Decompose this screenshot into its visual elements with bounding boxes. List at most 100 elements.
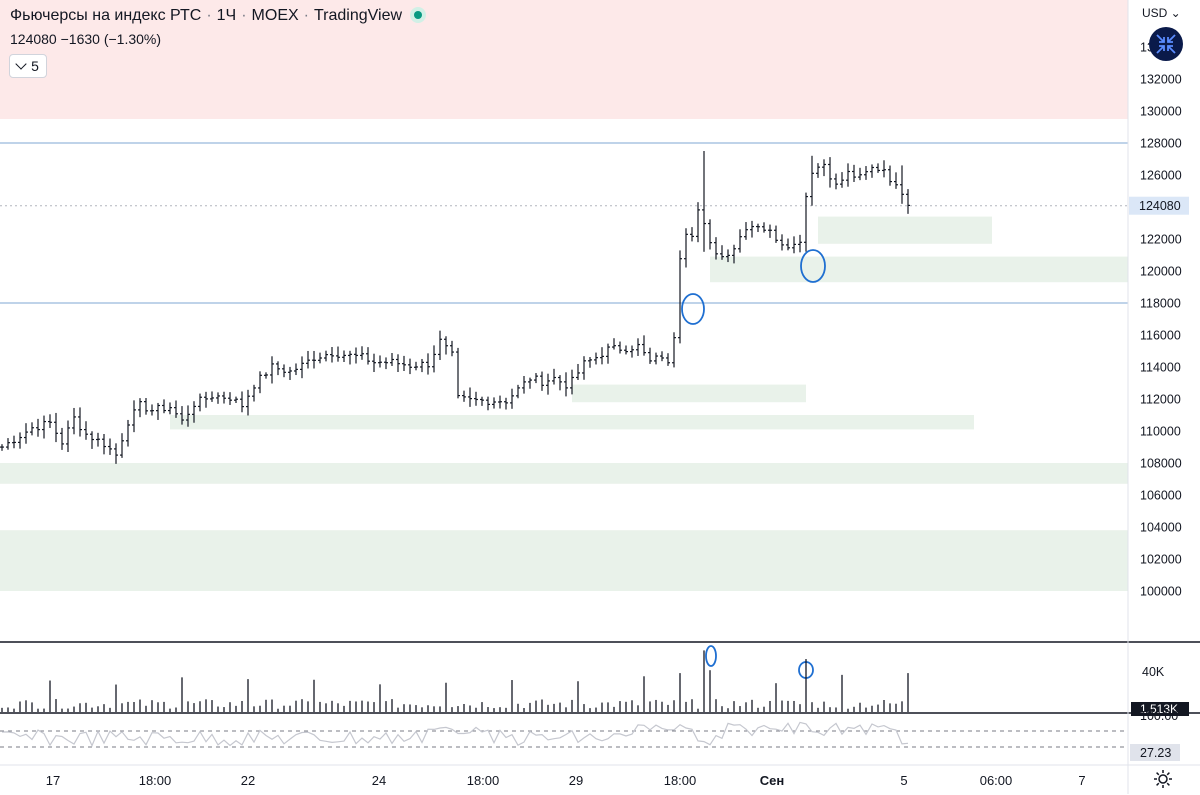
ohlc-bar [390,353,394,366]
price-tick-label: 118000 [1140,297,1181,311]
ohlc-bar [462,390,466,402]
currency-selector[interactable]: USD ⌄ [1142,6,1181,20]
indicator-upper-label: 100.00 [1140,709,1178,723]
ohlc-bar [402,355,406,372]
ohlc-bar [876,163,880,173]
time-axis[interactable]: 17 18:00 22 24 18:00 29 18:00 Сен 5 06:0… [46,773,1086,788]
price-bars [0,151,910,464]
ohlc-bar [732,244,736,264]
ohlc-bar [744,222,748,240]
exchange-label: MOEX [251,7,299,24]
price-tick-label: 126000 [1140,169,1182,183]
ohlc-bar [882,160,886,178]
volume-value-label: 1.513K [1140,702,1178,716]
ohlc-bar [294,363,298,376]
ohlc-bar [96,432,100,447]
ohlc-bar [366,347,370,365]
indicator-count-label: 5 [31,58,39,74]
symbol-name[interactable]: Фьючерсы на индекс РТС [10,7,202,24]
indicator-value-tag [1130,744,1180,761]
price-tick-label: 128000 [1140,137,1182,151]
ohlc-bar [786,238,790,251]
volume-tick-label: 40K [1142,665,1165,679]
price-tick-label: 120000 [1140,265,1182,279]
ohlc-bar [666,353,670,366]
interval-label[interactable]: 1Ч [216,7,237,24]
ohlc-bar [240,391,244,413]
ohlc-bar [174,400,178,418]
ohlc-bar [138,398,142,418]
ohlc-bar [72,407,76,435]
ohlc-bar [132,400,136,433]
demand-zone [0,530,1128,591]
time-label: 18:00 [139,773,172,788]
chevron-down-icon [15,58,27,70]
ohlc-bar [198,393,202,412]
ohlc-bar [276,361,280,376]
time-label: 5 [900,773,907,788]
ohlc-bar [852,164,856,182]
ohlc-bar [558,375,562,391]
ohlc-bar [378,355,382,368]
ohlc-bar [234,396,238,404]
ohlc-bar [342,350,346,362]
ohlc-bar [564,372,568,397]
ohlc-bar [222,391,226,404]
annotation-circle [705,645,717,667]
ohlc-bar [768,224,772,238]
demand-zone [170,415,974,430]
price-tick-label: 132000 [1140,73,1182,87]
ohlc-bar [360,346,364,360]
time-label: 18:00 [467,773,500,788]
symbol-legend[interactable]: Фьючерсы на индекс РТС · 1Ч · MOEX · TradingVi… [10,7,427,25]
ohlc-bar [0,444,4,451]
time-label: 17 [46,773,60,788]
price-axis-ticks[interactable]: 1340001320001300001280001260001240001220… [1140,41,1182,599]
ohlc-bar [84,421,88,440]
ohlc-bar [228,392,232,405]
ohlc-bar [288,366,292,380]
ohlc-bar [408,358,412,375]
ohlc-bar [156,402,160,420]
ohlc-bar [858,167,862,181]
price-tick-label: 114000 [1140,361,1181,375]
ohlc-bar [594,352,598,365]
compress-icon[interactable] [1149,27,1183,61]
ohlc-bar [696,202,700,243]
time-label: 24 [372,773,386,788]
ohlc-bar [24,423,28,444]
ohlc-bar [150,404,154,416]
indicator-pane [0,721,1128,748]
collapse-indicators-button[interactable]: 5 [9,54,47,78]
ohlc-bar [840,172,844,188]
price-tick-label: 110000 [1140,425,1181,439]
ohlc-bar [834,173,838,190]
price-tick-label: 108000 [1140,457,1182,471]
ohlc-bar [396,354,400,373]
ohlc-bar [870,164,874,178]
time-label: 06:00 [980,773,1013,788]
price-tick-label: 122000 [1140,233,1182,247]
ohlc-bar [570,369,574,395]
ohlc-bar [894,172,898,189]
gear-icon[interactable] [1152,768,1174,790]
current-price-label: 124080 [1139,199,1181,213]
market-status-icon[interactable] [410,7,427,23]
ohlc-bar [612,338,616,350]
ohlc-bar [864,166,868,180]
ohlc-bar [450,340,454,357]
ohlc-bar [42,415,46,439]
ohlc-bar [624,345,628,355]
ohlc-bar [192,401,196,423]
ohlc-bar [606,343,610,364]
price-tick-label: 102000 [1140,553,1182,567]
price-tick-label: 130000 [1140,105,1182,119]
ohlc-bar [354,347,358,364]
ohlc-bar [258,371,262,394]
ohlc-bar [762,222,766,233]
ohlc-bar [726,249,730,263]
ohlc-bar [444,336,448,355]
ohlc-bar [18,432,22,449]
ohlc-bar [438,330,442,361]
